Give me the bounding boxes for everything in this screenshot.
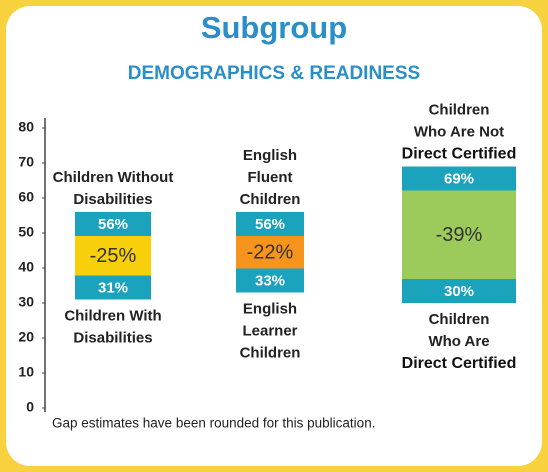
top-label: Disabilities <box>73 191 152 208</box>
bottom-label: Children <box>429 311 490 328</box>
chart-title: Subgroup <box>201 10 347 45</box>
bottom-label: Children <box>240 344 301 361</box>
high-label: 69% <box>444 170 474 187</box>
gap-label: -39% <box>436 224 483 246</box>
gap-bar <box>236 236 304 269</box>
high-bar <box>402 166 516 191</box>
bottom-label: Learner <box>242 322 297 339</box>
y-tick-label: 70 <box>18 154 34 170</box>
low-bar <box>236 268 304 293</box>
low-label: 33% <box>255 272 285 289</box>
top-label: Children <box>429 101 490 118</box>
top-label: Direct Certified <box>402 146 517 163</box>
low-bar <box>402 279 516 303</box>
gap-label: -22% <box>247 242 294 264</box>
gap-bar <box>402 190 516 279</box>
bottom-label: Who Are <box>428 333 489 350</box>
y-tick-label: 50 <box>18 224 34 240</box>
y-tick-label: 0 <box>26 399 34 415</box>
y-tick-label: 40 <box>18 259 34 275</box>
gap-bar <box>75 236 151 276</box>
low-bar <box>75 275 151 300</box>
top-label: Children <box>240 191 301 208</box>
low-label: 30% <box>444 283 474 300</box>
y-tick-label: 30 <box>18 294 34 310</box>
high-bar <box>236 212 304 236</box>
chart-subtitle: DEMOGRAPHICS & READINESS <box>128 63 420 84</box>
y-tick-label: 20 <box>18 329 34 345</box>
y-tick-label: 60 <box>18 189 34 205</box>
y-tick-label: 10 <box>18 364 34 380</box>
high-bar <box>75 212 151 236</box>
high-label: 56% <box>98 216 128 233</box>
top-label: English <box>243 147 297 164</box>
top-label: Fluent <box>248 169 293 186</box>
note: Gap estimates have been rounded for this… <box>52 416 375 431</box>
gap-label: -25% <box>90 245 137 267</box>
top-label: Children Without <box>53 169 174 186</box>
low-label: 31% <box>98 279 128 296</box>
bottom-label: Disabilities <box>73 329 152 346</box>
bottom-label: Direct Certified <box>402 355 517 372</box>
high-label: 56% <box>255 216 285 233</box>
bottom-label: Children With <box>64 307 161 324</box>
bottom-label: English <box>243 300 297 317</box>
top-label: Who Are Not <box>414 123 504 140</box>
y-tick-label: 80 <box>18 119 34 135</box>
